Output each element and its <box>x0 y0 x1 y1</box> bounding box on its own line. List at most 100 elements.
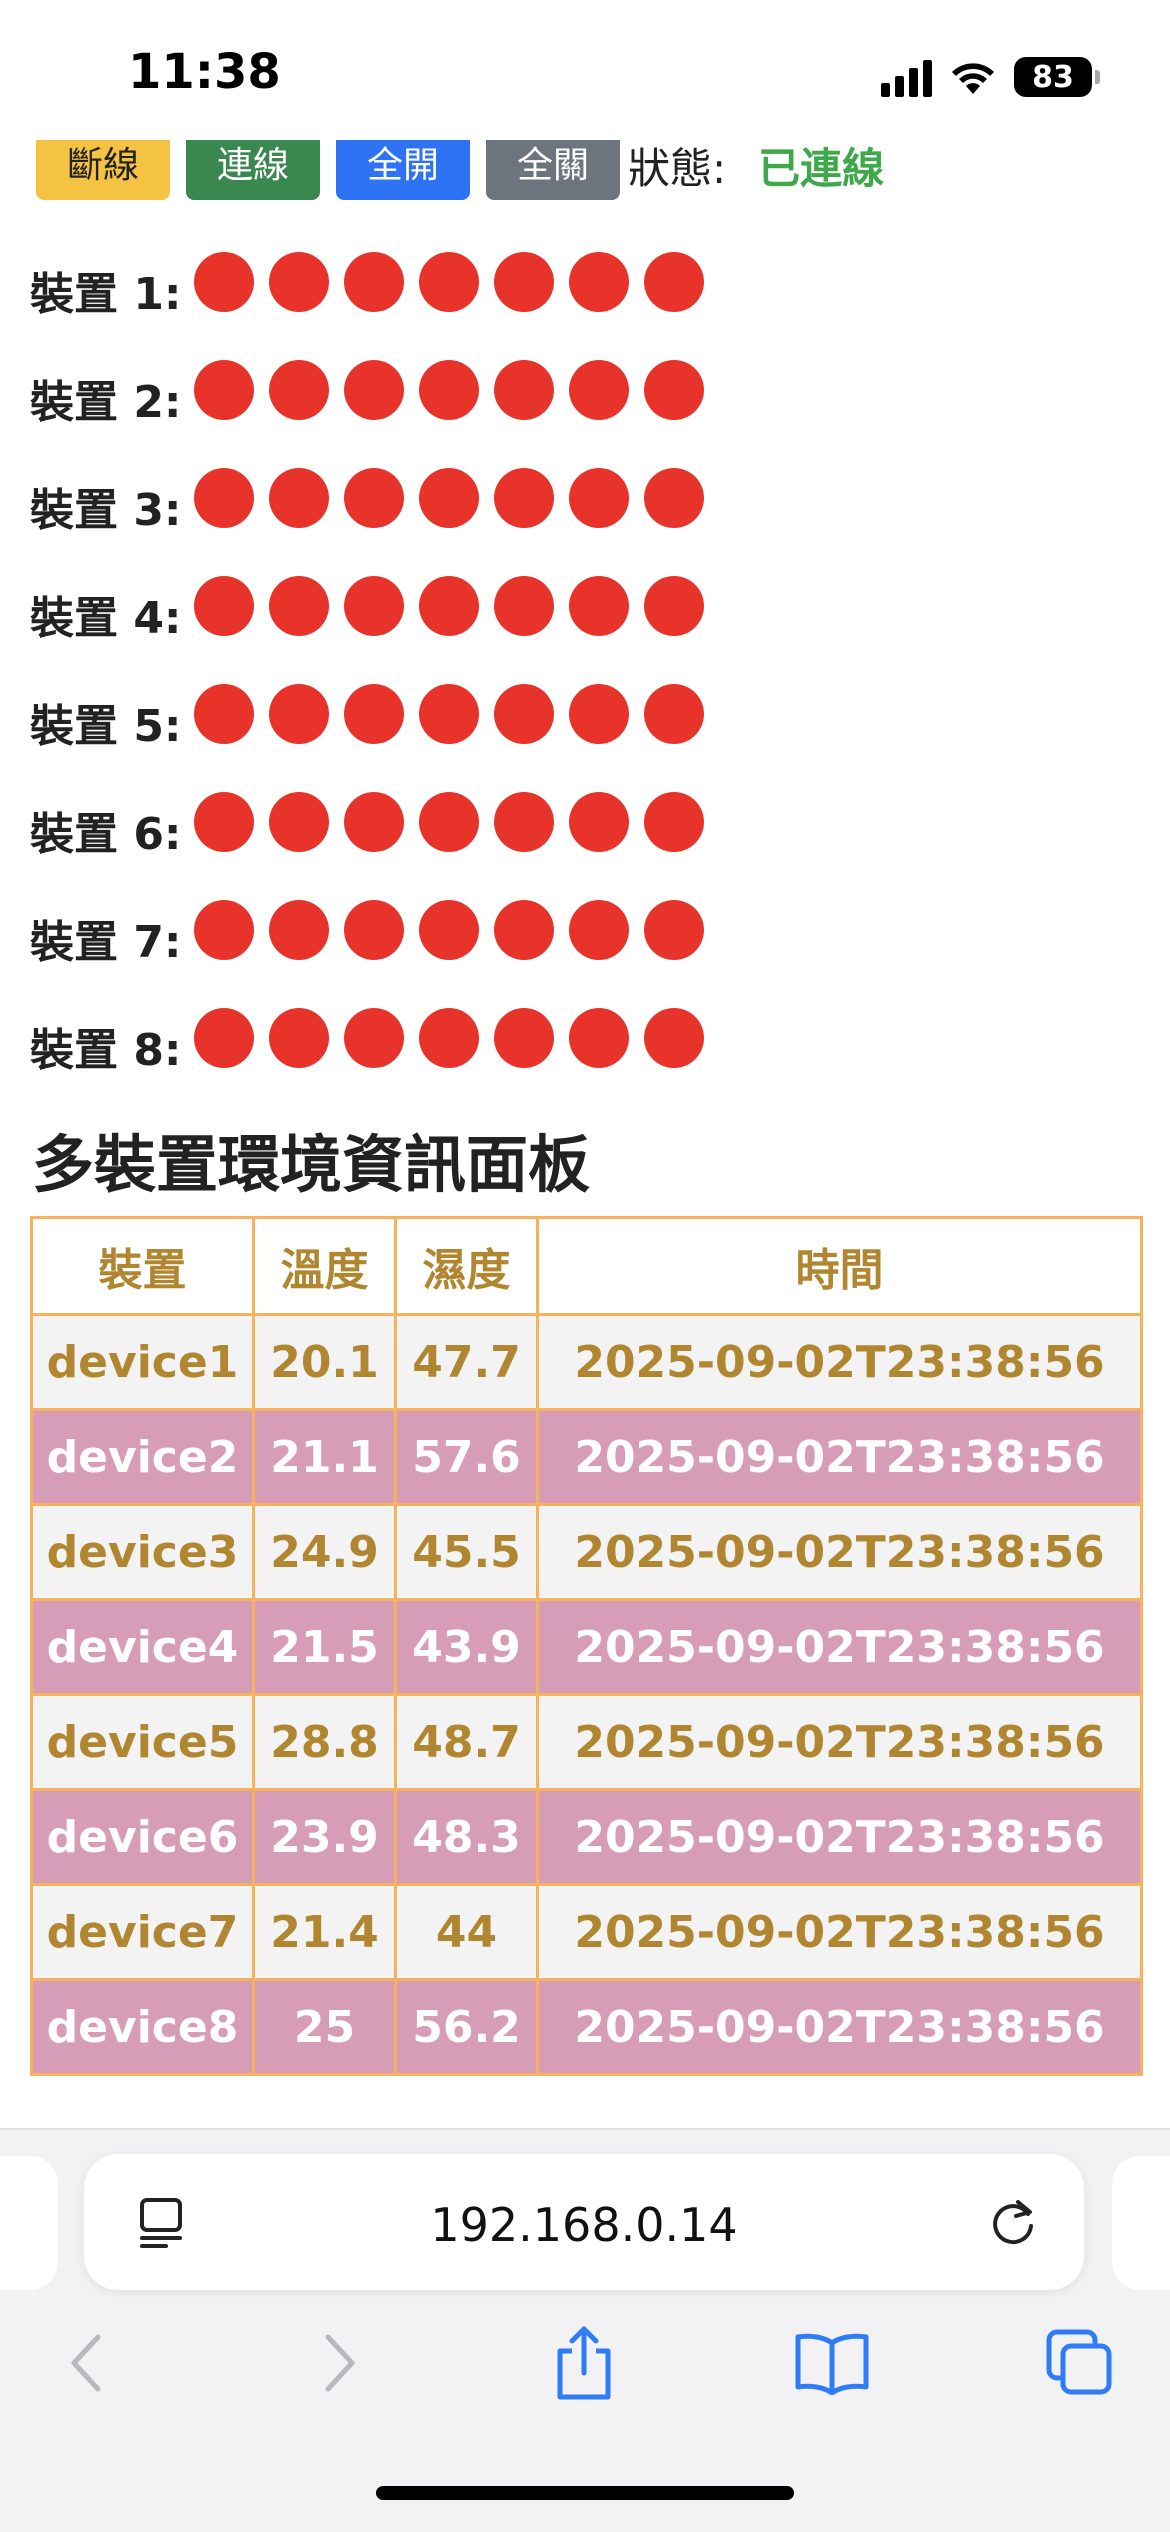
light-indicator[interactable] <box>643 900 704 960</box>
light-indicator[interactable] <box>568 900 629 960</box>
time-cell: 2025-09-02T23:38:56 <box>536 1408 1143 1506</box>
battery-icon: 83 <box>1014 57 1100 97</box>
share-button[interactable] <box>544 2318 624 2408</box>
light-indicator[interactable] <box>193 684 254 744</box>
light-indicator[interactable] <box>193 576 254 636</box>
light-indicator[interactable] <box>568 468 629 528</box>
wifi-icon <box>952 63 994 94</box>
light-indicator[interactable] <box>268 1008 329 1068</box>
light-indicator[interactable] <box>643 684 704 744</box>
device-lights <box>193 792 704 852</box>
light-indicator[interactable] <box>193 360 254 420</box>
light-indicator[interactable] <box>343 252 404 312</box>
light-indicator[interactable] <box>343 360 404 420</box>
light-indicator[interactable] <box>343 684 404 744</box>
light-indicator[interactable] <box>418 360 479 420</box>
column-header-device: 裝置 <box>30 1216 255 1316</box>
browser-navigation <box>0 2318 1170 2418</box>
light-indicator[interactable] <box>268 576 329 636</box>
light-indicator[interactable] <box>193 252 254 312</box>
forward-button[interactable] <box>300 2318 380 2408</box>
light-indicator[interactable] <box>418 900 479 960</box>
device-label: 裝置 8: <box>30 1025 182 1076</box>
light-indicator[interactable] <box>643 360 704 420</box>
humidity-cell: 48.3 <box>394 1788 539 1886</box>
url-text: 192.168.0.14 <box>430 2198 738 2252</box>
light-indicator[interactable] <box>568 360 629 420</box>
next-tab-preview[interactable] <box>1112 2156 1170 2290</box>
light-indicator[interactable] <box>343 468 404 528</box>
status-bar: 11:38 83 <box>0 0 1170 140</box>
light-indicator[interactable] <box>568 576 629 636</box>
battery-level: 83 <box>1032 59 1074 95</box>
light-indicator[interactable] <box>268 252 329 312</box>
light-indicator[interactable] <box>568 1008 629 1068</box>
device-label: 裝置 2: <box>30 377 182 428</box>
device-cell: device2 <box>30 1408 255 1506</box>
device-cell: device6 <box>30 1788 255 1886</box>
light-indicator[interactable] <box>418 576 479 636</box>
light-indicator[interactable] <box>493 576 554 636</box>
tabs-button[interactable] <box>1040 2318 1120 2408</box>
temperature-cell: 23.9 <box>252 1788 397 1886</box>
table-row: device4 21.5 43.9 2025-09-02T23:38:56 <box>30 1598 1143 1696</box>
light-indicator[interactable] <box>568 684 629 744</box>
light-indicator[interactable] <box>418 1008 479 1068</box>
light-indicator[interactable] <box>343 576 404 636</box>
back-button[interactable] <box>46 2318 126 2408</box>
light-indicator[interactable] <box>418 792 479 852</box>
light-indicator[interactable] <box>343 1008 404 1068</box>
table-row: device3 24.9 45.5 2025-09-02T23:38:56 <box>30 1503 1143 1601</box>
table-row: device6 23.9 48.3 2025-09-02T23:38:56 <box>30 1788 1143 1886</box>
device-cell: device4 <box>30 1598 255 1696</box>
bookmarks-button[interactable] <box>792 2318 872 2408</box>
light-indicator[interactable] <box>418 684 479 744</box>
light-indicator[interactable] <box>493 252 554 312</box>
light-indicator[interactable] <box>343 792 404 852</box>
light-indicator[interactable] <box>193 900 254 960</box>
light-indicator[interactable] <box>568 252 629 312</box>
light-indicator[interactable] <box>268 900 329 960</box>
light-indicator[interactable] <box>643 468 704 528</box>
column-header-humidity: 濕度 <box>394 1216 539 1316</box>
previous-tab-preview[interactable] <box>0 2156 58 2290</box>
dashboard-title: 多裝置環境資訊面板 <box>32 1128 591 1201</box>
humidity-cell: 56.2 <box>394 1978 539 2076</box>
light-indicator[interactable] <box>493 684 554 744</box>
light-indicator[interactable] <box>268 360 329 420</box>
device-row-1: 裝置 1: <box>30 228 1130 336</box>
light-indicator[interactable] <box>643 252 704 312</box>
light-indicator[interactable] <box>568 792 629 852</box>
light-indicator[interactable] <box>493 1008 554 1068</box>
device-row-4: 裝置 4: <box>30 552 1130 660</box>
cellular-signal-icon <box>881 57 932 97</box>
light-indicator[interactable] <box>268 468 329 528</box>
light-indicator[interactable] <box>643 576 704 636</box>
device-cell: device8 <box>30 1978 255 2076</box>
light-indicator[interactable] <box>493 900 554 960</box>
light-indicator[interactable] <box>418 252 479 312</box>
address-bar[interactable]: 192.168.0.14 <box>84 2154 1084 2290</box>
table-row: device5 28.8 48.7 2025-09-02T23:38:56 <box>30 1693 1143 1791</box>
temperature-cell: 20.1 <box>252 1313 397 1411</box>
light-indicator[interactable] <box>493 360 554 420</box>
light-indicator[interactable] <box>643 792 704 852</box>
device-lights <box>193 360 704 420</box>
reader-mode-icon[interactable] <box>136 2196 186 2250</box>
reload-icon[interactable] <box>984 2194 1042 2252</box>
time-cell: 2025-09-02T23:38:56 <box>536 1693 1143 1791</box>
light-indicator[interactable] <box>493 468 554 528</box>
light-indicator[interactable] <box>268 792 329 852</box>
light-indicator[interactable] <box>193 792 254 852</box>
light-indicator[interactable] <box>418 468 479 528</box>
home-indicator[interactable] <box>376 2486 794 2500</box>
light-indicator[interactable] <box>268 684 329 744</box>
light-indicator[interactable] <box>193 468 254 528</box>
temperature-cell: 21.4 <box>252 1883 397 1981</box>
light-indicator[interactable] <box>193 1008 254 1068</box>
light-indicator[interactable] <box>343 900 404 960</box>
light-indicator[interactable] <box>493 792 554 852</box>
light-indicator[interactable] <box>643 1008 704 1068</box>
table-row: device2 21.1 57.6 2025-09-02T23:38:56 <box>30 1408 1143 1506</box>
